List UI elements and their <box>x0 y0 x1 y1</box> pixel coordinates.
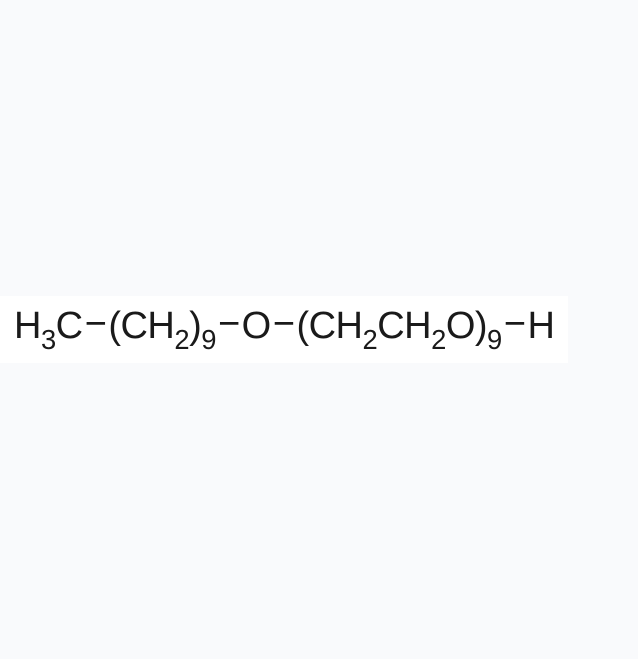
formula-text: H <box>527 305 554 347</box>
formula-text: CH <box>377 305 431 347</box>
formula-subscript: 3 <box>41 324 56 355</box>
formula-text: O <box>242 305 271 347</box>
bond-icon: − <box>271 304 297 346</box>
formula-subscript: 2 <box>174 324 189 355</box>
formula-subscript: 9 <box>487 324 502 355</box>
formula-text: (CH <box>296 305 362 347</box>
formula-text: C <box>56 305 83 347</box>
formula-subscript: 2 <box>362 324 377 355</box>
formula-text: (CH <box>108 305 174 347</box>
bond-icon: − <box>502 304 528 346</box>
formula-text: ) <box>189 305 201 347</box>
formula-text: H <box>14 305 41 347</box>
formula-subscript: 2 <box>431 324 446 355</box>
bond-icon: − <box>216 304 242 346</box>
formula-text: O) <box>446 305 487 347</box>
chemical-formula: H3C−(CH2)9−O−(CH2CH2O)9−H <box>0 296 568 363</box>
bond-icon: − <box>83 304 109 346</box>
formula-subscript: 9 <box>201 324 216 355</box>
